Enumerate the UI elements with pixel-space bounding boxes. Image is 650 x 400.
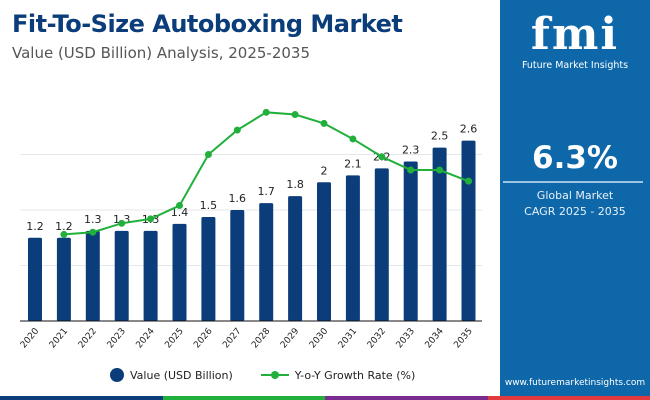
bar bbox=[345, 175, 360, 321]
bar bbox=[28, 237, 42, 321]
bar bbox=[114, 230, 129, 321]
data-label: 2.1 bbox=[344, 157, 362, 170]
data-label: 1.5 bbox=[200, 199, 218, 212]
legend-bar-label: Value (USD Billion) bbox=[130, 368, 233, 382]
data-label: 1.8 bbox=[286, 178, 304, 191]
x-tick-label: 2025 bbox=[163, 327, 185, 351]
growth-point bbox=[291, 111, 299, 119]
chart: 1.220201.220211.320221.320231.320241.420… bbox=[19, 108, 482, 351]
x-tick-label: 2035 bbox=[452, 327, 474, 351]
x-tick-label: 2029 bbox=[279, 326, 302, 350]
growth-point bbox=[436, 166, 444, 174]
x-tick-label: 2026 bbox=[192, 326, 215, 350]
x-tick-label: 2020 bbox=[19, 326, 42, 350]
chart-title: Fit-To-Size Autoboxing Market bbox=[12, 10, 403, 38]
bar bbox=[230, 210, 245, 321]
growth-point bbox=[118, 219, 126, 227]
legend: Value (USD Billion) Y-o-Y Growth Rate (%… bbox=[110, 368, 415, 382]
x-tick-label: 2024 bbox=[135, 326, 158, 350]
divider bbox=[503, 181, 643, 183]
bar bbox=[259, 203, 274, 321]
growth-point bbox=[262, 108, 270, 116]
data-label: 1.2 bbox=[26, 220, 44, 233]
side-panel: fmi Future Market Insights 6.3% Global M… bbox=[500, 0, 650, 400]
bar bbox=[374, 168, 389, 321]
x-tick-label: 2033 bbox=[395, 327, 417, 351]
growth-point bbox=[378, 153, 386, 161]
x-tick-label: 2030 bbox=[308, 326, 331, 350]
growth-point bbox=[176, 202, 183, 210]
growth-point bbox=[465, 177, 472, 185]
bar bbox=[317, 182, 331, 321]
growth-point bbox=[349, 135, 357, 143]
logo-mark: fmi bbox=[530, 9, 620, 60]
x-tick-label: 2022 bbox=[77, 327, 99, 351]
cagr-period: CAGR 2025 - 2035 bbox=[524, 205, 626, 218]
logo-brand: Future Market Insights bbox=[521, 60, 629, 71]
data-label: 2.3 bbox=[402, 143, 420, 156]
data-label: 1.7 bbox=[257, 185, 275, 198]
x-tick-label: 2023 bbox=[106, 327, 128, 351]
growth-point bbox=[320, 119, 328, 127]
growth-point bbox=[204, 151, 212, 158]
cagr-value: 6.3% bbox=[532, 140, 618, 176]
legend-line-swatch bbox=[260, 371, 289, 379]
bar bbox=[432, 147, 447, 321]
x-tick-label: 2027 bbox=[221, 327, 243, 351]
legend-line-label: Y-o-Y Growth Rate (%) bbox=[294, 368, 416, 382]
growth-point bbox=[233, 126, 241, 134]
x-tick-label: 2021 bbox=[48, 327, 70, 351]
x-tick-label: 2034 bbox=[424, 326, 447, 350]
growth-point bbox=[89, 228, 97, 236]
growth-point bbox=[147, 215, 155, 223]
data-label: 2 bbox=[321, 164, 328, 177]
cagr-label: Global Market bbox=[536, 189, 614, 202]
bar bbox=[172, 223, 187, 321]
bar bbox=[403, 161, 418, 321]
data-label: 2.5 bbox=[431, 130, 449, 143]
color-stripe bbox=[0, 396, 650, 400]
bar bbox=[201, 216, 216, 321]
x-tick-label: 2028 bbox=[250, 326, 273, 350]
x-tick-label: 2031 bbox=[337, 327, 359, 351]
data-label: 1.6 bbox=[229, 192, 247, 205]
growth-point bbox=[60, 230, 68, 238]
bar bbox=[461, 140, 476, 321]
data-label: 1.2 bbox=[55, 220, 73, 233]
website-link[interactable]: www.futuremarketinsights.com bbox=[504, 378, 646, 388]
fmi-logo: fmi Future Market Insights bbox=[518, 9, 632, 72]
x-tick-label: 2032 bbox=[366, 327, 388, 351]
data-label: 2.6 bbox=[460, 123, 478, 136]
bar bbox=[56, 237, 71, 321]
legend-bar-swatch bbox=[110, 368, 124, 382]
data-label: 1.3 bbox=[84, 213, 102, 226]
chart-subtitle: Value (USD Billion) Analysis, 2025-2035 bbox=[12, 44, 310, 62]
bar bbox=[288, 196, 303, 321]
data-label: 1.4 bbox=[171, 206, 189, 219]
growth-point bbox=[407, 166, 415, 174]
bar bbox=[143, 230, 158, 321]
bar bbox=[85, 230, 100, 321]
